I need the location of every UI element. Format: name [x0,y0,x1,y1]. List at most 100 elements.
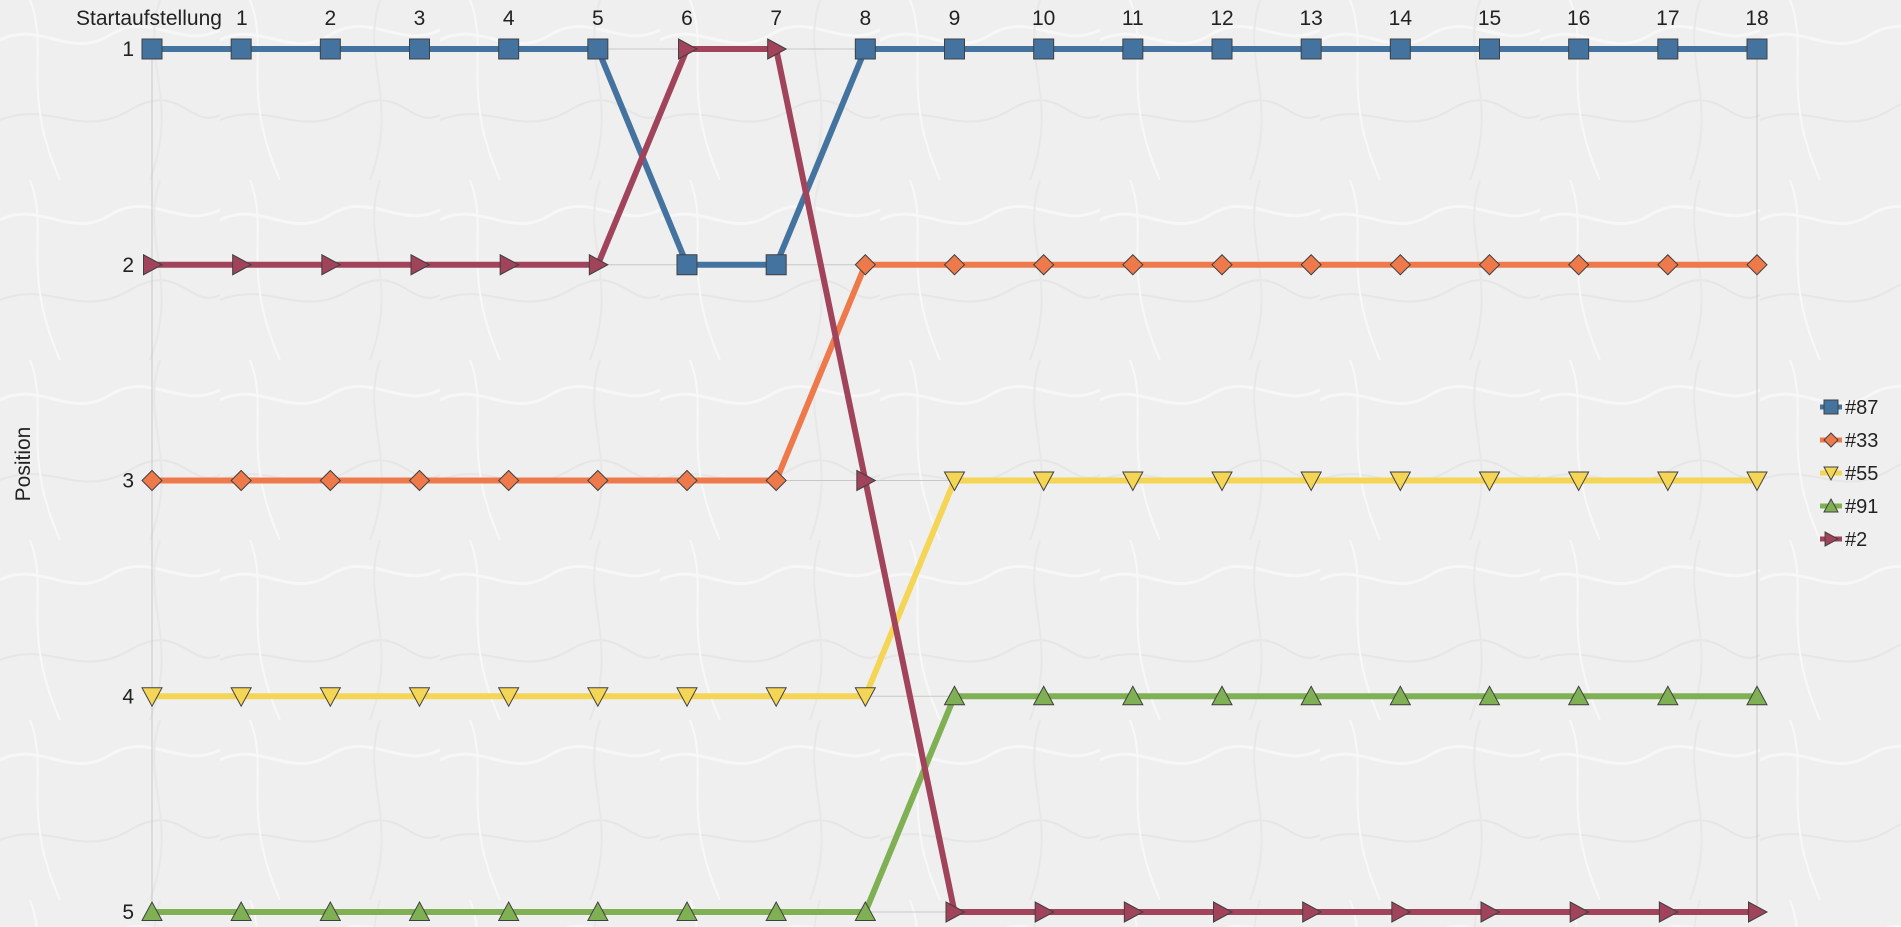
legend-label: #33 [1845,430,1878,452]
data-point [319,900,342,921]
data-point [854,900,877,921]
data-point [1479,38,1500,60]
y-tick-label: 5 [122,901,134,924]
data-point [1567,685,1590,706]
series-55 [141,471,1768,708]
data-point [1568,38,1590,60]
x-tick-label: 16 [1567,7,1590,30]
data-point [765,900,788,921]
data-point [765,687,788,708]
data-point [497,900,520,921]
data-point [1211,685,1233,706]
data-point [1389,685,1412,706]
x-tick-label: 18 [1745,7,1768,30]
data-point [1567,254,1590,276]
y-tick-label: 2 [122,254,134,277]
data-point [1480,901,1501,923]
data-point [1389,254,1412,276]
data-point [854,687,877,708]
legend-marker [1823,432,1839,448]
data-point [1746,254,1768,276]
data-point [1656,685,1679,706]
data-point [409,38,430,60]
x-tick-label: 13 [1299,7,1322,30]
x-tick-label: 11 [1122,7,1144,30]
x-tick-label: 14 [1389,7,1413,30]
data-point [232,253,253,276]
data-point [230,687,253,708]
data-point [230,38,252,60]
x-tick-label: 1 [236,7,248,30]
data-point [1569,901,1590,923]
data-point [1656,471,1679,492]
y-tick-labels: 1 2 3 4 5 [122,38,134,924]
data-point [319,469,342,492]
x-tick-label: 12 [1210,7,1233,30]
data-point [141,900,163,921]
data-point [676,687,698,708]
legend: #87 #33 #55 #91 #2 [1820,397,1878,551]
y-tick-label: 4 [122,685,134,708]
data-point [230,900,253,921]
series-87 [141,38,1768,276]
data-point [1657,254,1679,276]
data-point [1300,38,1322,60]
data-point [1211,254,1233,276]
data-point [141,38,163,60]
data-point [1478,471,1501,492]
data-point [587,469,609,492]
data-point [408,900,431,921]
data-point [1389,38,1411,60]
x-tick-label: 8 [859,7,871,30]
legend-item: #55 [1820,463,1878,485]
legend-label: #2 [1845,529,1867,551]
data-point [1567,471,1590,492]
data-point [1032,254,1055,276]
y-axis-title: Position [12,427,35,502]
data-point [141,469,163,492]
data-point [1033,38,1055,60]
data-point [943,471,966,492]
data-point [1389,471,1412,492]
legend-label: #55 [1845,463,1878,485]
y-tick-label: 3 [122,470,134,493]
legend-item: #91 [1820,496,1878,518]
data-point [141,687,163,708]
data-point [497,687,520,708]
data-point [1211,38,1233,60]
x-tick-label: 6 [681,7,693,30]
data-point [1478,254,1501,276]
x-tick-label: 5 [592,7,604,30]
data-point [854,254,877,276]
x-tick-label: 4 [503,7,515,30]
data-point [586,900,609,921]
data-point [1123,901,1144,923]
x-tick-label: 10 [1032,7,1055,30]
data-point [1121,471,1144,492]
x-tick-label: 7 [770,7,782,30]
data-point [1746,38,1768,60]
data-point [1034,901,1055,923]
x-tick-label: Startaufstellung [76,7,222,30]
x-tick-label: 15 [1478,7,1501,30]
data-point [854,38,876,60]
y-tick-label: 1 [122,38,134,61]
data-point [1032,471,1055,492]
legend-label: #87 [1845,397,1878,419]
series-33 [141,254,1768,492]
legend-marker [1823,497,1839,513]
data-point [588,253,609,276]
legend-item: #87 [1820,397,1878,419]
data-point [1122,254,1144,276]
legend-label: #91 [1845,496,1878,518]
x-tick-label: 2 [324,7,336,30]
data-point [408,687,431,708]
data-point [408,469,431,492]
data-point [319,38,341,60]
legend-marker [1824,531,1840,547]
series-layer [141,38,1769,923]
data-point [856,469,877,492]
data-point [1748,901,1769,923]
